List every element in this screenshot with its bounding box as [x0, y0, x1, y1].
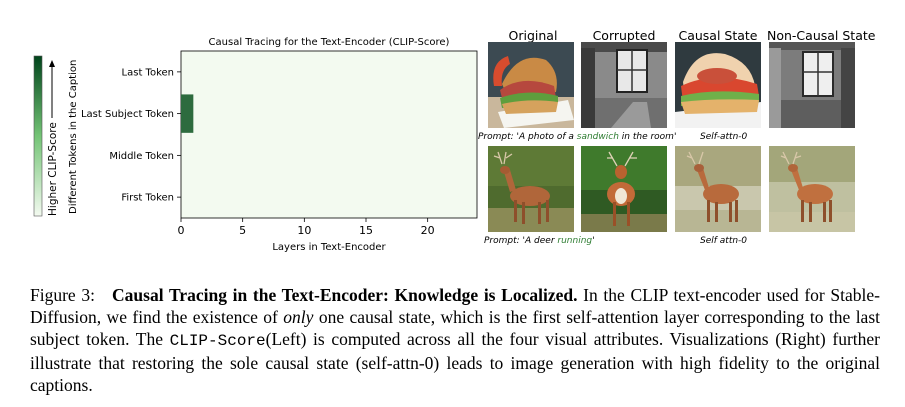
row2-prompt-suffix: ' — [592, 236, 595, 246]
caption-mono: CLIP-Score — [169, 332, 266, 350]
column-header-non-causal-state: Non-Causal State — [767, 28, 876, 43]
deer-corrupted-image — [581, 146, 667, 232]
row1-prompt-highlight: sandwich — [576, 132, 619, 142]
plot-area — [180, 50, 478, 219]
deer-causal-state-image — [675, 146, 761, 232]
x-axis-label: Layers in Text-Encoder — [272, 242, 386, 253]
row2-state-label: Self attn-0 — [700, 236, 748, 246]
colorbar-arrow-head — [49, 60, 55, 67]
column-header-original: Original — [508, 28, 558, 43]
chart-title: Causal Tracing for the Text-Encoder (CLI… — [209, 37, 450, 48]
deer-original-image — [488, 146, 574, 232]
caption-label: Figure 3: — [30, 285, 95, 305]
caption-text-2: one causal state, which is the first sel… — [30, 307, 880, 349]
sandwich-non-causal-state-image — [769, 42, 855, 128]
row2-prompt: Prompt: 'A deer running' — [484, 236, 595, 246]
sandwich-corrupted-image — [581, 42, 667, 128]
x-tick-label-4: 20 — [421, 224, 435, 237]
sandwich-causal-state-image — [675, 42, 761, 128]
heatmap-cells — [181, 94, 194, 133]
row2-prompt-highlight: running — [557, 236, 593, 246]
y-tick-label-0: Last Token — [122, 67, 174, 78]
row2-prompt-prefix: Prompt: 'A deer — [484, 236, 558, 246]
y-tick-label-2: Middle Token — [109, 151, 174, 162]
x-ticks: 0 5 10 15 20 — [178, 218, 435, 237]
caption-emphasis: only — [283, 307, 314, 327]
y-tick-label-1: Last Subject Token — [81, 109, 174, 120]
y-tick-label-3: First Token — [121, 193, 174, 204]
row1-state-label: Self-attn-0 — [700, 132, 748, 142]
caption-text-1: In the CLIP text-encoder used for Stable… — [30, 285, 880, 327]
deer-non-causal-state-image — [769, 146, 855, 232]
x-tick-label-3: 15 — [359, 224, 373, 237]
column-header-corrupted: Corrupted — [592, 28, 656, 43]
sandwich-original-image — [488, 42, 574, 128]
column-header-causal-state: Causal State — [678, 28, 758, 43]
x-tick-label-0: 0 — [178, 224, 185, 237]
heatmap-cell-0 — [181, 94, 194, 133]
row1-prompt-prefix: Prompt: 'A photo of a — [478, 132, 577, 142]
y-axis-label: Different Tokens in the Caption — [68, 60, 79, 214]
heatmap-chart: Higher CLIP-Score Different Tokens in th… — [33, 37, 478, 253]
x-tick-label-1: 5 — [239, 224, 246, 237]
row1-prompt: Prompt: 'A photo of a sandwich in the ro… — [478, 132, 676, 142]
colorbar — [33, 55, 43, 217]
y-ticks: Last Token Last Subject Token Middle Token… — [81, 67, 181, 204]
caption-text-3: (Left) is computed across all the four v… — [30, 329, 880, 395]
caption-title: Causal Tracing in the Text-Encoder: Know… — [112, 285, 578, 305]
x-tick-label-2: 10 — [297, 224, 311, 237]
figure-caption: Figure 3: Causal Tracing in the Text-Enc… — [30, 284, 880, 396]
colorbar-label: Higher CLIP-Score — [47, 122, 59, 216]
row1-prompt-suffix: in the room' — [618, 132, 677, 142]
